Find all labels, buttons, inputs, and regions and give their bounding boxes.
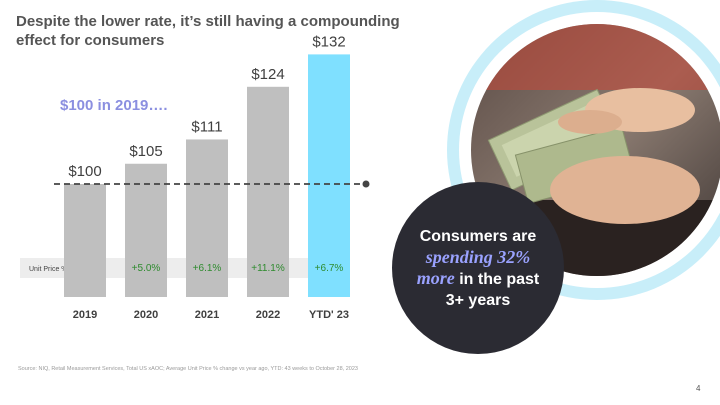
unit-price-change-value: +11.1%: [251, 263, 285, 274]
bar-value-label: $105: [129, 143, 162, 160]
callout-circle: Consumers are spending 32% more in the p…: [392, 182, 564, 354]
bar-2022: [247, 86, 289, 297]
unit-price-change-value: +6.1%: [193, 263, 222, 274]
category-label: YTD' 23: [309, 309, 349, 321]
page-number: 4: [696, 384, 701, 393]
reference-line-end-dot: [362, 180, 370, 188]
slide-title: Despite the lower rate, it’s still havin…: [16, 13, 400, 49]
bar-value-label: $100: [68, 163, 101, 180]
callout-highlight-more: more: [416, 267, 455, 288]
callout-line-3-rest: in the past: [454, 270, 540, 288]
unit-price-change-label: Unit Price % Change: [29, 266, 94, 273]
bar-value-label: $124: [251, 66, 284, 83]
callout-line-3: more in the past: [417, 268, 539, 290]
bar-value-label: $111: [191, 118, 222, 135]
callout-line-4: 3+ years: [445, 291, 511, 309]
chart-subtitle: $100 in 2019….: [60, 97, 168, 114]
bar-2019: [64, 184, 106, 297]
category-label: 2020: [134, 309, 158, 321]
bar-2020: [125, 163, 167, 297]
category-label: 2019: [73, 309, 97, 321]
category-label: 2022: [256, 309, 280, 321]
bar-value-label: $132: [312, 33, 345, 50]
unit-price-change-value: +5.0%: [132, 263, 161, 274]
bar-2021: [186, 139, 228, 297]
source-note: Source: NIQ, Retail Measurement Services…: [18, 366, 358, 372]
bar-ytd23: [308, 54, 350, 298]
category-label: 2021: [195, 309, 219, 321]
unit-price-change-value: +6.7%: [315, 263, 344, 274]
callout-highlight: spending 32%: [425, 246, 531, 267]
callout-line-1: Consumers are: [419, 227, 537, 245]
